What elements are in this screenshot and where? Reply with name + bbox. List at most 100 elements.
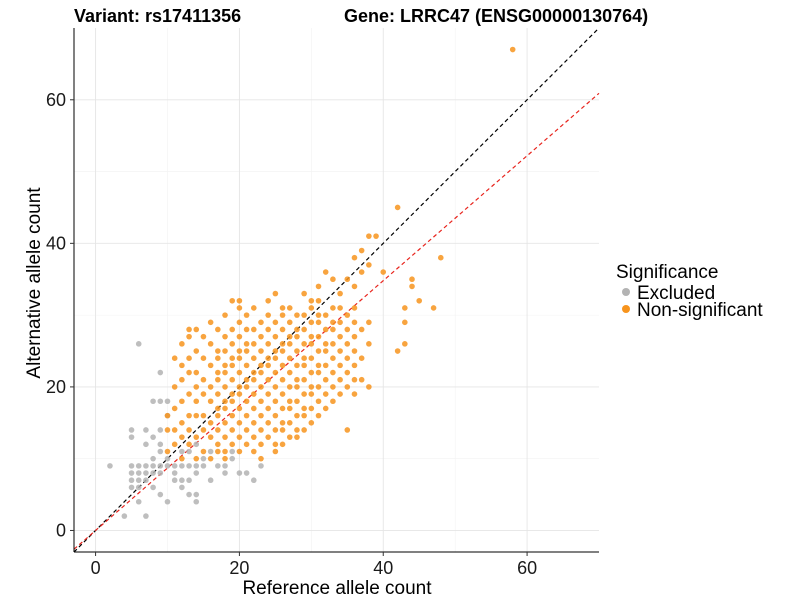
point-non-significant [351, 283, 358, 290]
point-non-significant [308, 319, 315, 326]
point-non-significant [294, 398, 300, 405]
point-non-significant [193, 384, 200, 390]
point-non-significant [315, 362, 322, 369]
point-non-significant [286, 398, 293, 405]
legend-title: Significance [616, 262, 718, 283]
point-non-significant [265, 376, 271, 383]
point-non-significant [416, 297, 423, 304]
point-non-significant [279, 362, 286, 369]
point-non-significant [308, 333, 315, 340]
point-non-significant [286, 405, 293, 412]
point-non-significant [337, 333, 343, 340]
point-non-significant [358, 269, 365, 275]
point-non-significant [330, 369, 336, 376]
point-non-significant [186, 441, 192, 448]
point-non-significant [294, 326, 300, 333]
point-non-significant [358, 355, 365, 361]
point-non-significant [236, 297, 243, 304]
point-non-significant [171, 441, 178, 448]
point-excluded [128, 434, 135, 440]
point-non-significant [236, 391, 243, 397]
point-non-significant [265, 391, 271, 397]
point-excluded [128, 463, 135, 469]
point-non-significant [222, 405, 228, 412]
point-non-significant [193, 398, 200, 405]
y-tick-label: 20 [46, 377, 66, 397]
point-excluded [143, 463, 149, 469]
point-excluded [164, 398, 171, 405]
point-non-significant [236, 355, 243, 361]
point-non-significant [344, 276, 351, 283]
point-non-significant [330, 276, 336, 283]
point-excluded [157, 398, 164, 405]
point-non-significant [315, 297, 322, 304]
point-excluded [171, 477, 178, 484]
point-non-significant [294, 427, 300, 433]
point-non-significant [222, 398, 228, 405]
point-non-significant [215, 376, 221, 383]
point-excluded [143, 477, 149, 484]
point-non-significant [250, 405, 257, 412]
point-non-significant [229, 427, 236, 433]
point-non-significant [366, 319, 372, 326]
point-non-significant [200, 376, 207, 383]
point-non-significant [222, 333, 228, 340]
point-non-significant [250, 376, 257, 383]
point-non-significant [351, 305, 358, 311]
point-non-significant [301, 341, 307, 347]
point-non-significant [243, 441, 250, 448]
point-non-significant [279, 391, 286, 397]
point-non-significant [286, 341, 293, 347]
data-points [107, 46, 516, 519]
point-non-significant [337, 319, 343, 326]
point-excluded [143, 441, 149, 448]
y-tick-label: 40 [46, 233, 66, 253]
point-excluded [128, 484, 135, 491]
point-non-significant [322, 348, 329, 354]
point-non-significant [409, 283, 415, 290]
point-non-significant [243, 376, 250, 383]
axes: 0 20 40 60 0 20 40 60 [46, 28, 599, 578]
point-non-significant [286, 419, 293, 426]
point-non-significant [236, 448, 243, 455]
point-non-significant [171, 384, 178, 390]
point-excluded [243, 470, 250, 476]
grid-lines [74, 28, 599, 552]
point-non-significant [179, 362, 185, 369]
point-non-significant [265, 362, 271, 369]
point-excluded [222, 470, 228, 476]
point-excluded [164, 498, 171, 505]
point-non-significant [222, 348, 228, 354]
point-non-significant [322, 341, 329, 347]
point-non-significant [315, 412, 322, 419]
point-non-significant [229, 441, 236, 448]
point-excluded [258, 463, 264, 469]
point-non-significant [258, 319, 264, 326]
point-excluded [193, 470, 200, 476]
point-non-significant [322, 391, 329, 397]
legend-swatch-non-significant [622, 305, 630, 313]
point-excluded [150, 470, 156, 476]
point-non-significant [222, 362, 228, 369]
point-non-significant [322, 376, 329, 383]
point-non-significant [171, 405, 178, 412]
point-non-significant [358, 326, 365, 333]
x-tick-label: 60 [517, 558, 537, 578]
point-excluded [135, 498, 142, 505]
point-non-significant [286, 355, 293, 361]
point-non-significant [215, 391, 221, 397]
point-non-significant [315, 319, 322, 326]
point-non-significant [200, 427, 207, 433]
point-non-significant [265, 405, 271, 412]
point-non-significant [250, 355, 257, 361]
point-excluded [193, 491, 200, 498]
point-non-significant [229, 326, 236, 333]
point-non-significant [215, 369, 221, 376]
x-tick-label: 40 [373, 558, 393, 578]
point-excluded [179, 484, 185, 491]
point-non-significant [229, 341, 236, 347]
point-excluded [200, 455, 207, 462]
point-excluded [143, 513, 149, 519]
point-non-significant [164, 427, 171, 433]
point-non-significant [279, 326, 286, 333]
